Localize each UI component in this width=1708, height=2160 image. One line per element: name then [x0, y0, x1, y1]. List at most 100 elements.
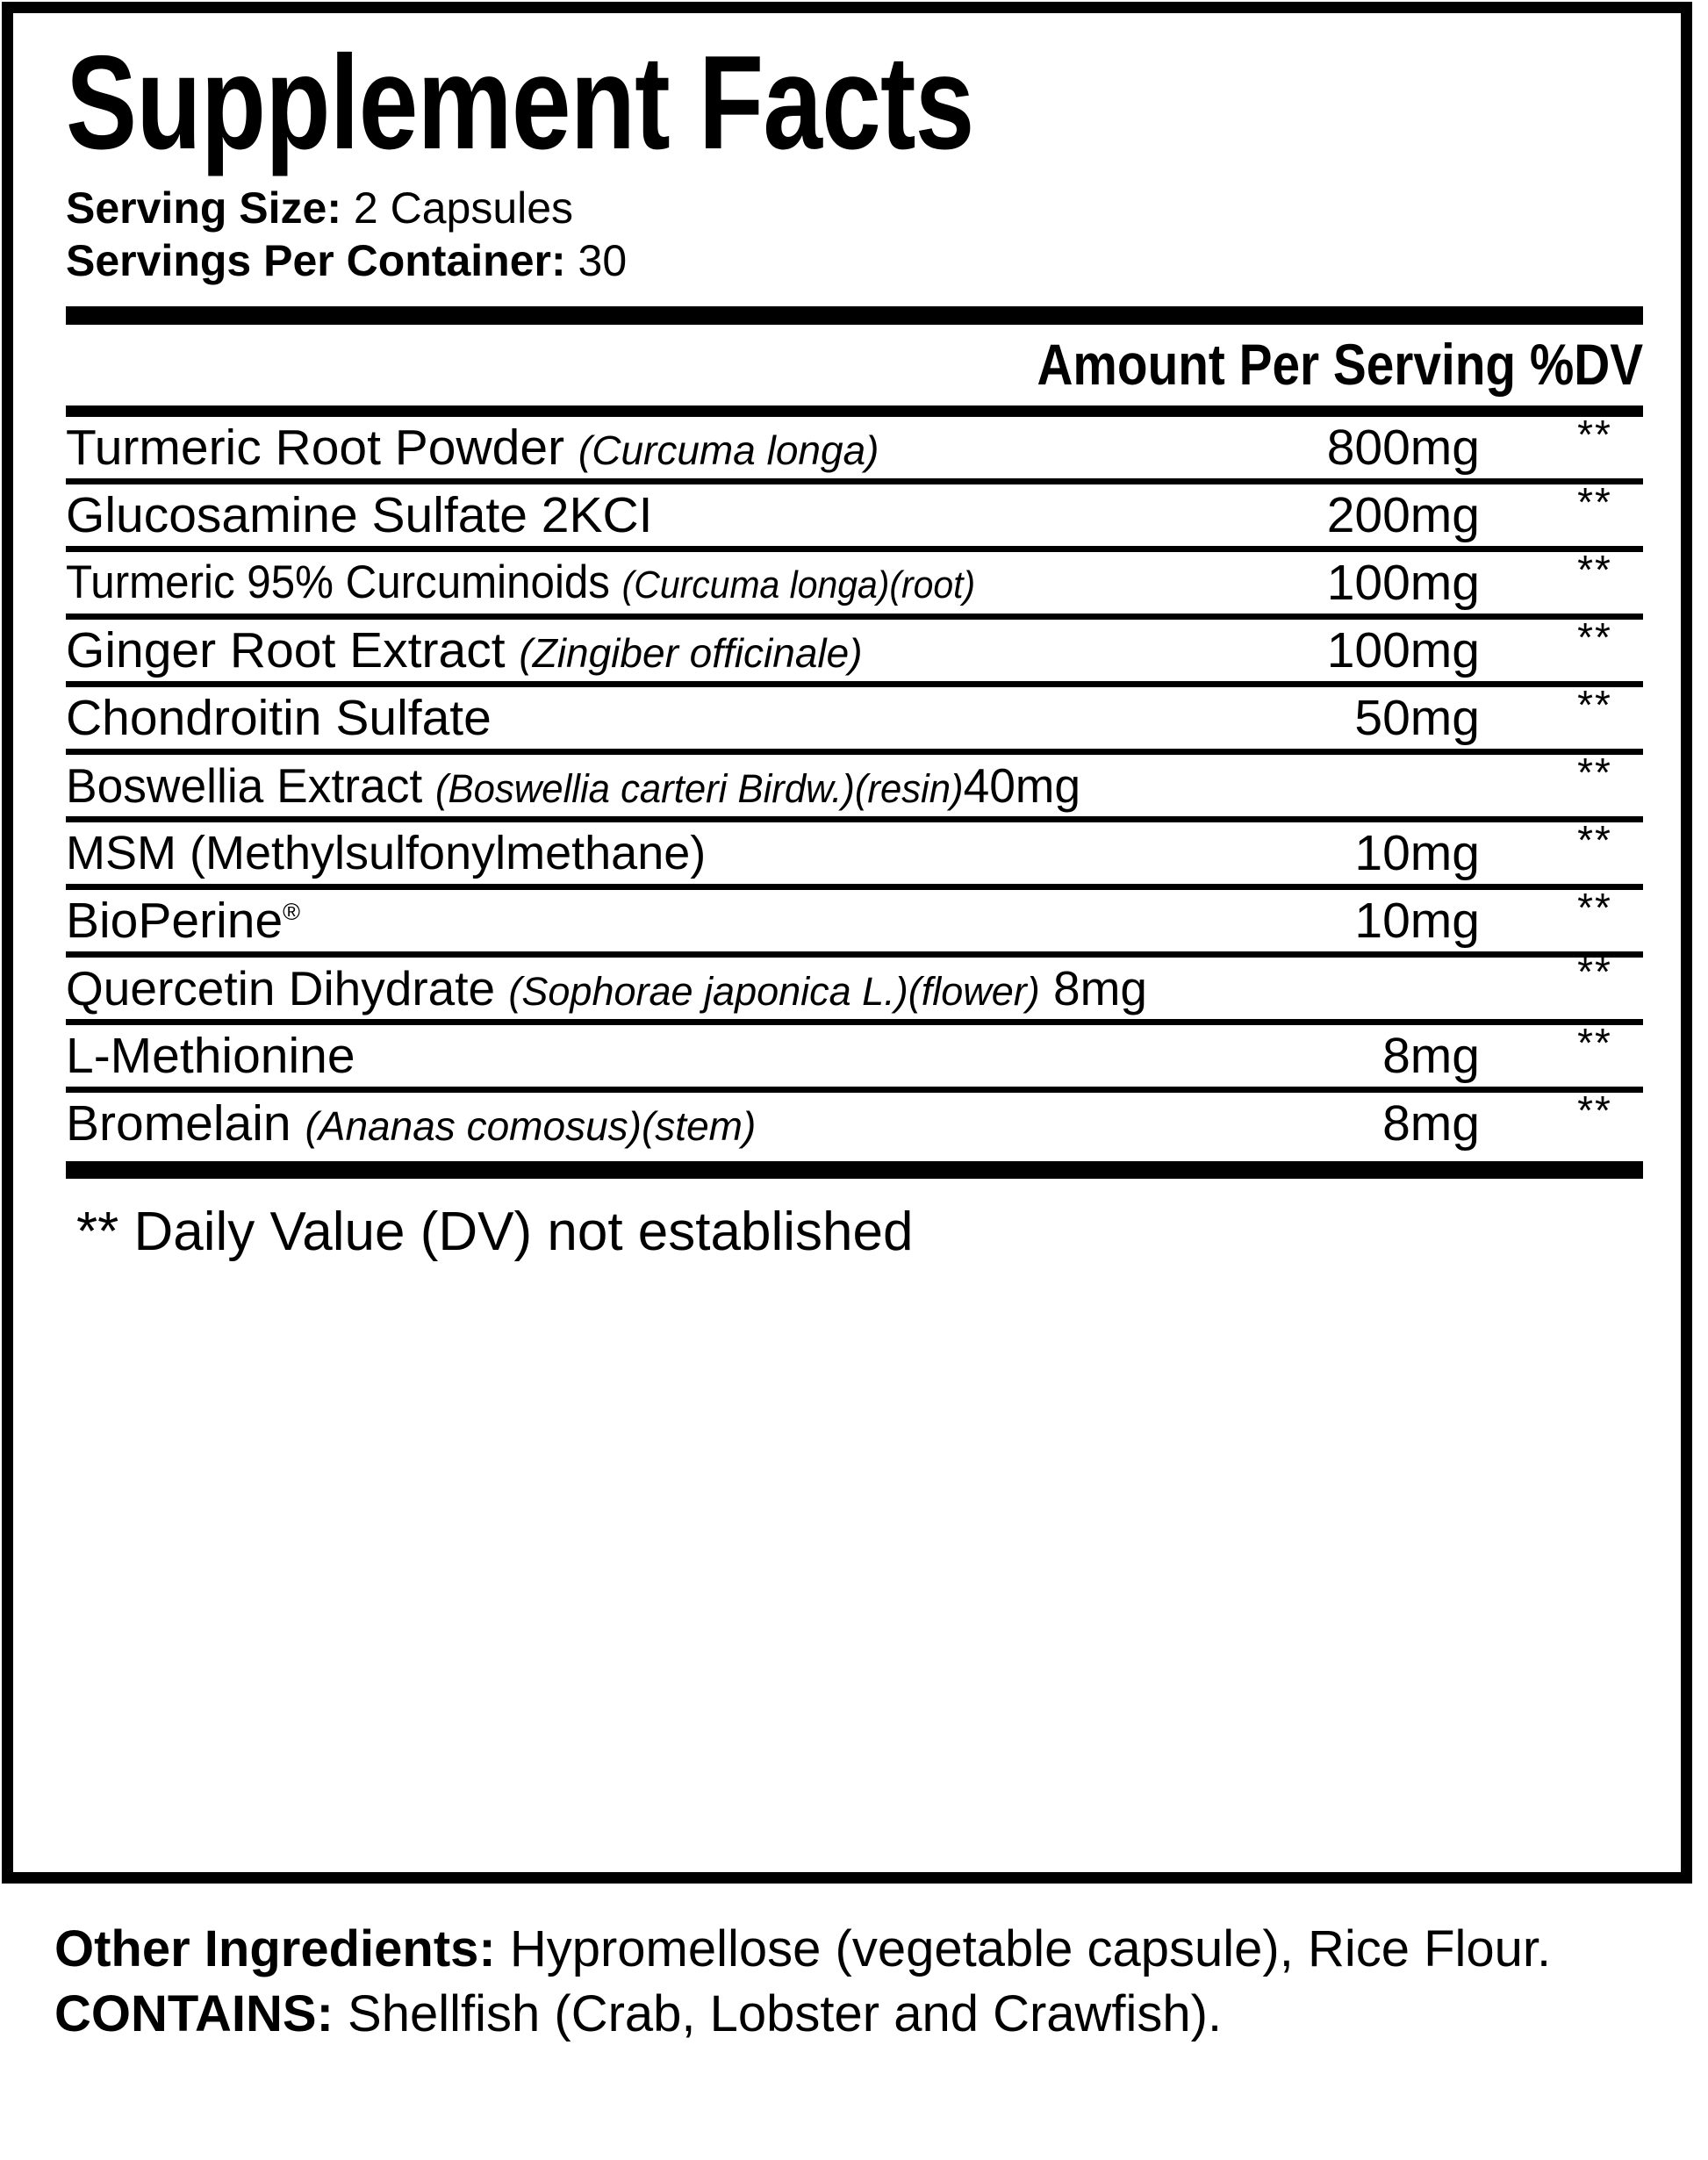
table-row: Quercetin Dihydrate (Sophorae japonica L…: [66, 949, 1643, 1019]
ingredient-scientific-name: (Sophorae japonica L.): [508, 969, 908, 1014]
registered-trademark-icon: ®: [283, 899, 301, 925]
ingredient-plant-part: (root): [889, 563, 976, 606]
page-title: Supplement Facts: [66, 28, 974, 177]
table-row: Ginger Root Extract (Zingiber officinale…: [66, 614, 1643, 684]
ingredient-amount: 10mg: [1354, 893, 1480, 949]
ingredient-name: Chondroitin Sulfate: [66, 687, 492, 749]
table-row: Turmeric Root Powder (Curcuma longa) 800…: [66, 412, 1643, 481]
ingredient-label: Turmeric 95% Curcuminoids: [66, 556, 610, 608]
servings-per-container-label: Servings Per Container:: [66, 236, 566, 285]
row-divider: [66, 614, 1643, 620]
table-row: L-Methionine 8mg **: [66, 1020, 1643, 1087]
table-row: BioPerine® 10mg **: [66, 885, 1643, 951]
serving-size-label: Serving Size:: [66, 183, 341, 233]
ingredient-scientific-name: (Curcuma longa): [621, 563, 890, 606]
row-divider: [66, 951, 1643, 958]
serving-info: Serving Size: 2 Capsules Servings Per Co…: [66, 182, 1643, 287]
ingredient-dv: **: [1577, 1020, 1612, 1066]
divider-thick-bottom: [66, 1161, 1643, 1179]
ingredient-label: MSM (Methylsulfonylmethane): [66, 827, 707, 879]
row-divider: [66, 546, 1643, 552]
ingredient-scientific-name: (Boswellia carteri Birdw.): [435, 766, 855, 811]
row-divider: [66, 884, 1643, 890]
ingredient-amount: 200mg: [1326, 487, 1480, 543]
ingredient-name: Ginger Root Extract (Zingiber officinale…: [66, 620, 863, 684]
serving-size-line: Serving Size: 2 Capsules: [66, 182, 1643, 234]
ingredient-rows: Turmeric Root Powder (Curcuma longa) 800…: [66, 412, 1643, 1157]
table-row: Boswellia Extract (Boswellia carteri Bir…: [66, 750, 1643, 816]
other-ingredients-line: Other Ingredients: Hypromellose (vegetab…: [54, 1919, 1669, 1980]
ingredient-label: Glucosamine Sulfate 2KCI: [66, 487, 653, 543]
amount-per-serving-header: Amount Per Serving %DV: [66, 325, 1643, 405]
ingredient-label: Ginger Root Extract: [66, 622, 506, 678]
row-divider: [66, 478, 1643, 484]
ingredient-name: Quercetin Dihydrate (Sophorae japonica L…: [66, 958, 1147, 1023]
table-row: Turmeric 95% Curcuminoids (Curcuma longa…: [66, 547, 1643, 616]
contains-value: Shellfish (Crab, Lobster and Crawfish).: [348, 1984, 1223, 2042]
row-divider: [66, 1019, 1643, 1025]
ingredient-dv: **: [1577, 750, 1612, 795]
table-row: Chondroitin Sulfate 50mg **: [66, 682, 1643, 749]
ingredient-dv: **: [1577, 817, 1612, 863]
ingredient-name: L-Methionine: [66, 1025, 355, 1087]
ingredient-plant-part: (flower): [908, 969, 1040, 1014]
ingredient-amount-inline: 8mg: [1053, 961, 1147, 1015]
servings-per-container-line: Servings Per Container: 30: [66, 234, 1643, 287]
ingredient-dv: **: [1577, 885, 1612, 930]
row-divider: [66, 816, 1643, 822]
amount-per-serving-header-text: Amount Per Serving %DV: [1037, 332, 1643, 397]
ingredient-dv: **: [1577, 547, 1612, 592]
ingredient-amount: 10mg: [1354, 825, 1480, 881]
ingredient-label: Turmeric Root Powder: [66, 420, 565, 476]
ingredient-dv: **: [1577, 949, 1612, 994]
row-divider: [66, 749, 1643, 755]
ingredient-label: BioPerine: [66, 893, 283, 949]
ingredient-label: L-Methionine: [66, 1028, 355, 1084]
ingredient-name: Turmeric 95% Curcuminoids (Curcuma longa…: [66, 552, 975, 616]
row-divider: [66, 1087, 1643, 1093]
divider-under-header: [66, 405, 1643, 417]
ingredient-amount: 100mg: [1326, 555, 1480, 611]
ingredient-plant-part: (resin): [854, 766, 964, 811]
ingredient-name: MSM (Methylsulfonylmethane): [66, 822, 706, 884]
ingredient-amount: 8mg: [1382, 1028, 1480, 1084]
contains-line: CONTAINS: Shellfish (Crab, Lobster and C…: [54, 1984, 1669, 2045]
ingredient-name: Bromelain (Ananas comosus)(stem): [66, 1093, 756, 1157]
servings-per-container-value: 30: [578, 236, 628, 285]
divider-thick-top: [66, 306, 1643, 325]
table-row: MSM (Methylsulfonylmethane) 10mg **: [66, 817, 1643, 884]
ingredient-dv: **: [1577, 1087, 1612, 1133]
ingredient-label: Chondroitin Sulfate: [66, 690, 492, 746]
ingredient-name: Glucosamine Sulfate 2KCI: [66, 484, 653, 546]
ingredient-label: Boswellia Extract: [66, 758, 423, 813]
facts-panel-inner: Supplement Facts Serving Size: 2 Capsule…: [13, 13, 1681, 1872]
ingredient-scientific-name: (Zingiber officinale): [519, 630, 863, 676]
ingredient-name: Boswellia Extract (Boswellia carteri Bir…: [66, 755, 1080, 820]
row-divider: [66, 681, 1643, 687]
ingredient-amount: 800mg: [1326, 420, 1480, 476]
ingredient-label: Bromelain: [66, 1095, 291, 1152]
other-ingredients-value: Hypromellose (vegetable capsule), Rice F…: [509, 1920, 1552, 1977]
ingredient-plant-part: (stem): [641, 1103, 757, 1149]
table-row: Bromelain (Ananas comosus)(stem) 8mg **: [66, 1087, 1643, 1157]
contains-label: CONTAINS:: [54, 1984, 334, 2042]
footer-block: Other Ingredients: Hypromellose (vegetab…: [54, 1919, 1669, 2044]
facts-panel: Supplement Facts Serving Size: 2 Capsule…: [2, 2, 1692, 1884]
ingredient-dv: **: [1577, 614, 1612, 660]
ingredient-name: BioPerine®: [66, 890, 300, 951]
ingredient-dv: **: [1577, 412, 1612, 457]
ingredient-amount: 100mg: [1326, 622, 1480, 678]
ingredient-dv: **: [1577, 682, 1612, 728]
ingredient-scientific-name: (Curcuma longa): [578, 427, 879, 473]
ingredient-label: Quercetin Dihydrate: [66, 961, 496, 1015]
ingredient-amount: 8mg: [1382, 1095, 1480, 1152]
daily-value-footnote: ** Daily Value (DV) not established: [76, 1202, 914, 1262]
other-ingredients-label: Other Ingredients:: [54, 1920, 496, 1977]
serving-size-value: 2 Capsules: [353, 183, 574, 233]
ingredient-amount-inline: 40mg: [963, 758, 1081, 813]
ingredient-amount: 50mg: [1354, 690, 1480, 746]
ingredient-name: Turmeric Root Powder (Curcuma longa): [66, 417, 879, 481]
table-row: Glucosamine Sulfate 2KCI 200mg **: [66, 479, 1643, 546]
ingredient-dv: **: [1577, 479, 1612, 525]
